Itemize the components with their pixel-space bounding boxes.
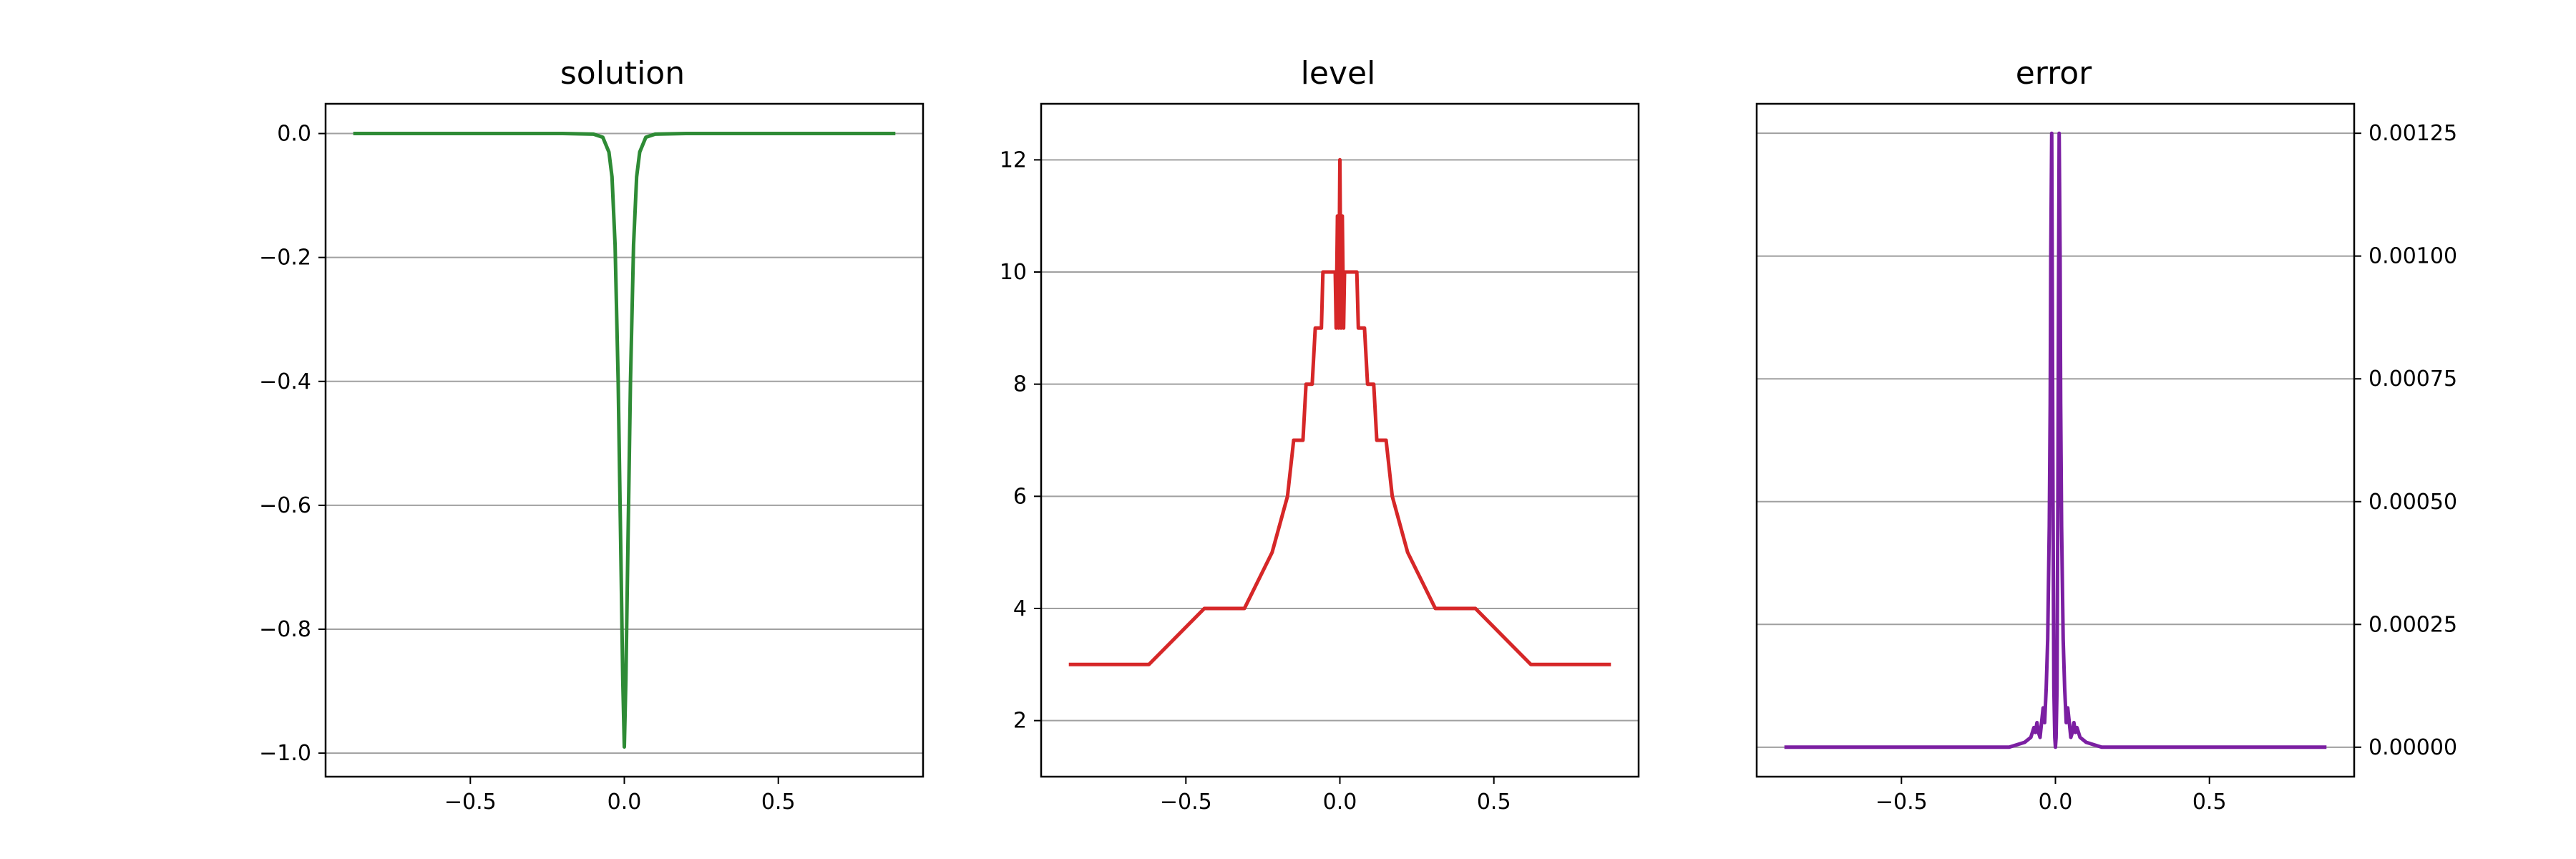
y-tick-label: 0.00050 xyxy=(2368,490,2457,515)
x-tick-label: −0.5 xyxy=(1160,790,1212,815)
series-line xyxy=(1784,131,2327,749)
x-tick-label: 0.0 xyxy=(608,790,642,815)
x-tick-label: 0.5 xyxy=(1477,790,1511,815)
y-tick-label: 0.00075 xyxy=(2368,367,2457,392)
series-line xyxy=(353,132,896,749)
chart-title: level xyxy=(1301,55,1376,92)
y-tick-label: −0.8 xyxy=(259,617,311,642)
y-tick-label: −1.0 xyxy=(259,741,311,766)
y-tick-label: 10 xyxy=(1000,260,1027,285)
chart-title: error xyxy=(2016,55,2092,92)
y-tick-label: 6 xyxy=(1013,484,1027,509)
y-tick-label: 8 xyxy=(1013,372,1027,397)
y-tick-label: 0.00125 xyxy=(2368,121,2457,146)
y-tick-label: −0.4 xyxy=(259,369,311,394)
y-tick-label: 12 xyxy=(1000,147,1027,173)
error-chart-panel: error −0.5 0.0 0.5 0.00000 0.00025 0.00050 0.0… xyxy=(1755,55,2457,815)
y-tick-label: 0.00000 xyxy=(2368,735,2457,760)
x-tick-label: 0.0 xyxy=(2039,790,2073,815)
chart-title: solution xyxy=(560,55,685,92)
y-tick-label: −0.6 xyxy=(259,493,311,518)
x-tick-label: −0.5 xyxy=(444,790,497,815)
x-tick-label: 0.5 xyxy=(761,790,796,815)
solution-chart-panel: solution −0.5 0.0 0.5 0.0 −0.2 −0.4 −0.6 −0.8 −1… xyxy=(259,55,924,815)
y-tick-label: −0.2 xyxy=(259,246,311,271)
x-tick-label: 0.5 xyxy=(2192,790,2227,815)
y-tick-label: 0.00025 xyxy=(2368,612,2457,637)
x-tick-label: 0.0 xyxy=(1323,790,1357,815)
y-tick-label: 4 xyxy=(1013,596,1027,621)
series-line xyxy=(1068,157,1611,666)
level-chart-panel: level −0.5 0.0 0.5 2 4 6 8 10 12 xyxy=(1000,55,1640,815)
x-tick-label: −0.5 xyxy=(1875,790,1928,815)
y-tick-label: 0.00100 xyxy=(2368,244,2457,269)
y-tick-label: 0.0 xyxy=(277,122,311,147)
y-tick-label: 2 xyxy=(1013,709,1027,734)
